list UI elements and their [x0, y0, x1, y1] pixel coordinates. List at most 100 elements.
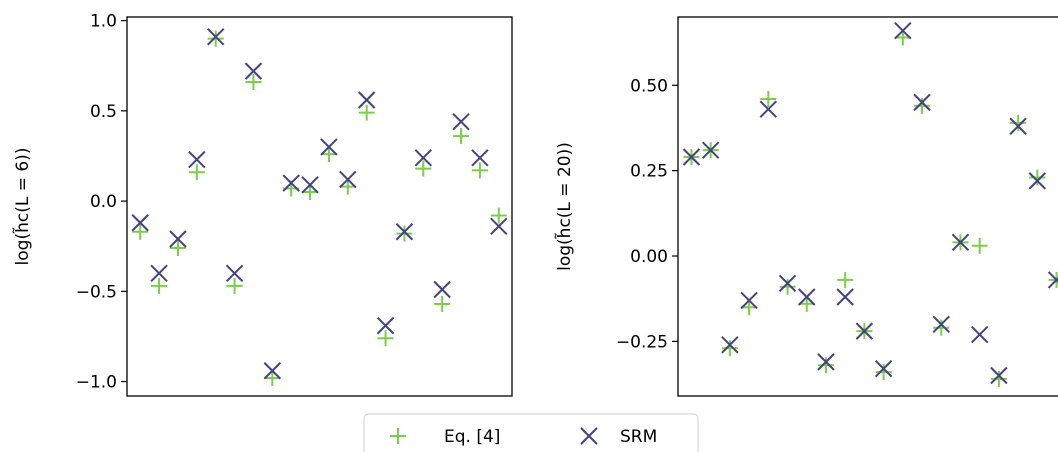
markers	[131, 28, 508, 386]
eq4-point	[817, 357, 834, 374]
eq4-point	[875, 364, 892, 381]
srm-point	[206, 28, 225, 46]
srm-point	[1028, 172, 1047, 190]
eq4-point	[132, 223, 149, 240]
eq4-point	[453, 128, 470, 145]
srm-point	[301, 176, 319, 194]
srm-point	[395, 223, 414, 241]
eq4-point	[245, 73, 262, 90]
srm-point	[951, 233, 970, 252]
y-axis-label: log(h̃c(L = 6))	[12, 148, 33, 266]
eq4-point	[798, 295, 815, 312]
srm-point	[452, 112, 470, 131]
srm-point	[169, 230, 187, 248]
srm-point	[188, 150, 206, 169]
srm-point	[759, 100, 778, 118]
srm-point	[682, 148, 701, 166]
eq4-point	[226, 277, 243, 294]
srm-point	[970, 325, 989, 344]
eq4-point	[894, 29, 911, 46]
eq4-point	[415, 160, 432, 177]
srm-point	[798, 288, 816, 306]
srm-point	[471, 149, 489, 167]
y-tick-label: −0.5	[76, 282, 117, 302]
eq4-point	[264, 369, 281, 386]
srm-point	[836, 288, 854, 306]
eq4-point	[339, 178, 356, 195]
axes-frame	[126, 16, 513, 397]
eq4-point	[169, 240, 186, 257]
eq4-point	[779, 278, 796, 295]
y-tick-label: 0.50	[630, 76, 668, 96]
srm-point	[855, 322, 874, 340]
srm-point	[701, 141, 720, 159]
eq4-point	[188, 164, 205, 181]
eq4-point	[377, 330, 394, 347]
eq4-point	[971, 237, 988, 254]
srm-point	[490, 217, 508, 236]
eq4-point	[320, 146, 337, 163]
srm-point	[932, 315, 950, 334]
y-axis-label: log(h̃c(L = 20))	[554, 142, 575, 271]
y-tick-label: −1.0	[76, 373, 117, 393]
srm-point	[433, 280, 451, 299]
legend: Eq. [4] SRM	[363, 413, 699, 452]
srm-point	[320, 138, 338, 156]
srm-point	[740, 291, 758, 310]
legend-marker	[390, 428, 406, 444]
left-panel: 1.0 0.5 0.0 −0.5 −1.0 log(h̃c(L = 6))	[12, 12, 513, 397]
eq4-point	[914, 97, 931, 114]
srm-point	[376, 316, 395, 335]
eq4-point	[396, 225, 413, 242]
srm-point	[244, 62, 263, 80]
srm-point	[339, 170, 357, 189]
legend-label-eq4: Eq. [4]	[444, 427, 500, 447]
y-tick-label: 0.00	[630, 247, 668, 267]
eq4-point	[207, 30, 224, 47]
srm-point	[1047, 271, 1058, 289]
eq4-point	[151, 277, 168, 294]
eq4-point	[1029, 169, 1046, 186]
srm-point	[721, 336, 739, 354]
y-tick-label: 0.25	[630, 162, 668, 182]
legend-marker-srm	[580, 427, 598, 445]
legend-frame	[363, 413, 699, 452]
y-tick-label: 0.0	[90, 192, 117, 212]
eq4-point	[471, 162, 488, 179]
eq4-point	[933, 319, 950, 336]
y-tick-label: 0.5	[90, 102, 117, 122]
right-panel: 0.50 0.25 0.00 −0.25 log(h̃c(L = 20))	[554, 16, 1058, 397]
eq4-point	[741, 299, 758, 316]
legend-marker	[580, 427, 598, 445]
srm-point	[282, 174, 300, 192]
legend-marker-eq4	[390, 428, 406, 444]
y-tick-label: −0.25	[616, 332, 668, 352]
srm-point	[913, 93, 931, 112]
eq4-point	[760, 90, 777, 107]
axes-frame	[677, 16, 1058, 397]
y-tick-label: 1.0	[90, 12, 117, 32]
eq4-point	[302, 184, 319, 201]
srm-point	[894, 21, 912, 40]
srm-point	[150, 264, 168, 282]
markers	[682, 21, 1058, 387]
eq4-point	[721, 340, 738, 357]
srm-point	[414, 149, 433, 167]
eq4-point	[490, 207, 507, 224]
srm-point	[990, 366, 1008, 385]
eq4-point	[837, 271, 854, 288]
srm-point	[1009, 117, 1027, 135]
srm-point	[778, 274, 797, 293]
srm-point	[357, 91, 376, 109]
srm-point	[131, 214, 149, 232]
eq4-point	[358, 104, 375, 121]
legend-label-srm: SRM	[620, 427, 657, 447]
eq4-point	[434, 295, 451, 312]
srm-point	[263, 362, 282, 380]
srm-point	[874, 359, 893, 378]
eq4-point	[1010, 114, 1027, 131]
srm-point	[225, 264, 244, 282]
eq4-point	[990, 370, 1007, 387]
srm-point	[817, 353, 835, 371]
